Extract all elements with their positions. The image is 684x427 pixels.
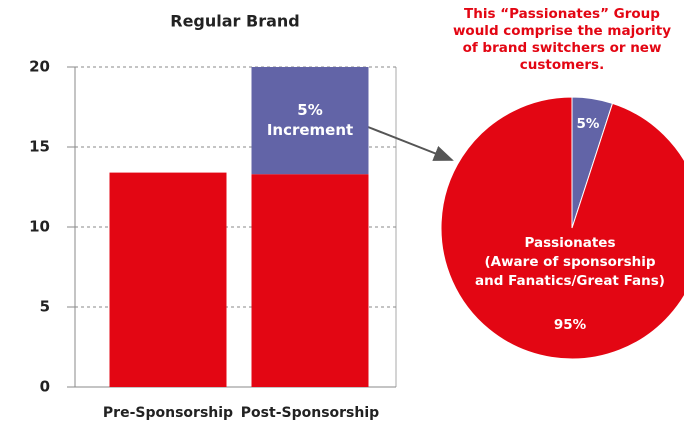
pie-slice [440, 96, 684, 360]
value-label: 5% [577, 116, 600, 132]
bar [251, 174, 369, 387]
annotation: customers. [520, 57, 604, 73]
value-label: 95% [554, 317, 587, 333]
arrow [367, 126, 454, 161]
slice-label: (Aware of sponsorship [484, 254, 655, 270]
bar [251, 67, 369, 175]
annotation: This “Passionates” Group [464, 6, 660, 22]
x-tick-label: Post-Sponsorship [241, 405, 379, 421]
annotation: Increment [267, 121, 353, 139]
annotation: 5% [297, 101, 322, 119]
bar [109, 172, 227, 387]
y-tick-label: 5 [40, 298, 50, 316]
y-tick-label: 10 [29, 218, 50, 236]
chart-title: Regular Brand [170, 12, 299, 31]
x-tick-label: Pre-Sponsorship [103, 405, 233, 421]
slice-label: Passionates [525, 235, 616, 251]
y-tick-label: 0 [40, 378, 50, 396]
y-tick-label: 20 [29, 58, 50, 76]
slice-label: and Fanatics/Great Fans) [475, 273, 665, 289]
y-tick-label: 15 [29, 138, 50, 156]
annotation: of brand switchers or new [463, 40, 662, 56]
annotation: would comprise the majority [453, 23, 671, 39]
